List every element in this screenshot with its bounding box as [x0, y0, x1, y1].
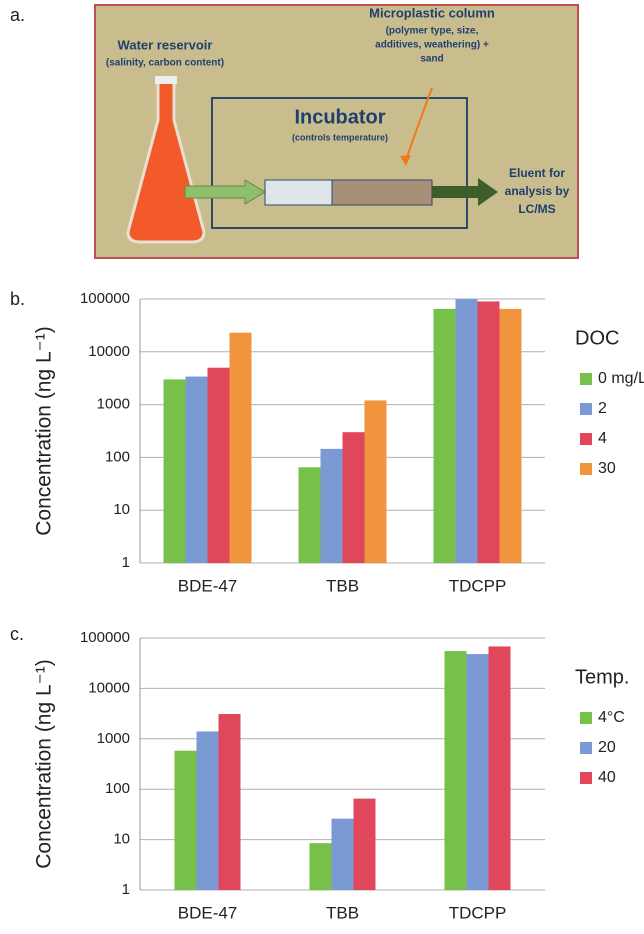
column-sand: [332, 180, 432, 205]
legend-swatch: [580, 433, 592, 445]
bar: [365, 400, 387, 563]
bar: [489, 646, 511, 890]
column-note: (polymer type, size,: [386, 26, 479, 37]
bar: [478, 301, 500, 563]
x-tick-label: TBB: [326, 903, 359, 922]
panel-label: a.: [10, 5, 25, 25]
bar: [230, 333, 252, 563]
y-tick-label: 1000: [97, 396, 130, 413]
y-tick-label: 100000: [80, 290, 130, 307]
x-tick-label: TDCPP: [449, 903, 507, 922]
figure: a. b. c. Water reservoir (salinity, carb…: [0, 0, 644, 934]
bar: [434, 309, 456, 563]
bar: [310, 843, 332, 890]
x-tick-label: BDE-47: [178, 576, 238, 595]
bar: [219, 714, 241, 890]
column-title: Microplastic column: [369, 5, 495, 20]
bar: [175, 751, 197, 890]
x-tick-label: TBB: [326, 576, 359, 595]
bar: [164, 379, 186, 563]
incubator-title: Incubator: [294, 106, 385, 128]
legend-title: DOC: [575, 327, 619, 349]
y-tick-label: 10000: [88, 679, 130, 696]
legend-label: 2: [598, 400, 607, 417]
diagram: Water reservoir (salinity, carbon conten…: [95, 5, 578, 258]
legend-swatch: [580, 463, 592, 475]
y-axis-label: Concentration (ng L⁻¹): [33, 326, 56, 536]
bar: [299, 467, 321, 563]
y-tick-label: 100: [105, 780, 130, 797]
legend-swatch: [580, 772, 592, 784]
eluent-text: LC/MS: [518, 202, 555, 216]
bar: [197, 731, 219, 890]
legend-label: 4°C: [598, 709, 625, 726]
y-tick-label: 10: [113, 501, 130, 518]
y-tick-label: 10000: [88, 343, 130, 360]
incubator-note: (controls temperature): [292, 132, 388, 142]
legend-swatch: [580, 742, 592, 754]
legend-title: Temp.: [575, 666, 629, 688]
flask-rim: [155, 76, 177, 84]
panel-label: c.: [10, 624, 24, 644]
legend-label: 30: [598, 460, 616, 477]
eluent-text: Eluent for: [509, 166, 565, 180]
bar: [343, 432, 365, 563]
bar: [354, 799, 376, 890]
x-tick-label: TDCPP: [449, 576, 507, 595]
eluent-text: analysis by: [505, 184, 570, 198]
legend-swatch: [580, 403, 592, 415]
y-axis-label: Concentration (ng L⁻¹): [33, 659, 56, 869]
bar: [332, 819, 354, 890]
bar: [321, 449, 343, 563]
y-tick-label: 10: [113, 831, 130, 848]
bar: [208, 368, 230, 563]
x-tick-label: BDE-47: [178, 903, 238, 922]
legend-swatch: [580, 712, 592, 724]
legend-swatch: [580, 373, 592, 385]
y-tick-label: 1: [122, 881, 130, 898]
column-plastic: [265, 180, 332, 205]
legend-label: 0 mg/L: [598, 370, 644, 387]
y-tick-label: 100: [105, 448, 130, 465]
legend-label: 20: [598, 739, 616, 756]
column-note: sand: [420, 54, 443, 65]
bar: [456, 299, 478, 563]
bar: [186, 377, 208, 563]
bar: [500, 309, 522, 563]
reservoir-title: Water reservoir: [118, 37, 213, 52]
panel-label: b.: [10, 289, 25, 309]
y-tick-label: 100000: [80, 629, 130, 646]
reservoir-note: (salinity, carbon content): [106, 58, 224, 69]
y-tick-label: 1: [122, 554, 130, 571]
y-tick-label: 1000: [97, 730, 130, 747]
legend-label: 40: [598, 769, 616, 786]
bar: [467, 654, 489, 890]
bar: [445, 651, 467, 890]
legend-label: 4: [598, 430, 607, 447]
column-note: additives, weathering) +: [375, 40, 489, 51]
